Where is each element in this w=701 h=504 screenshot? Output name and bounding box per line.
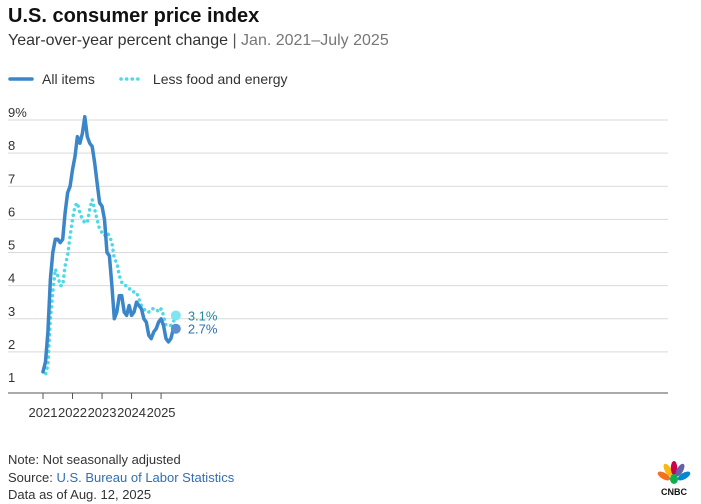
subtitle-main: Year-over-year percent change [8,32,228,49]
y-tick-label: 1 [8,370,15,385]
x-tick-label: 2023 [88,405,117,420]
y-tick-label: 4 [8,271,15,286]
y-tick-label: 7 [8,171,15,186]
cpi-line-chart: 1 2 3 4 5 6 7 8 9% 2021 2022 2023 2024 2025 2.7%3.1% [8,105,668,420]
chart-legend: All items Less food and energy [8,71,312,87]
legend-label-core: Less food and energy [152,71,288,87]
chart-subtitle: Year-over-year percent change | Jan. 202… [8,32,389,50]
x-tick-label: 2022 [58,405,87,420]
y-axis-ticks: 1 2 3 4 5 6 7 8 9% [8,105,27,385]
end-marker-core [170,310,181,321]
chart-title: U.S. consumer price index [8,5,260,27]
y-tick-label: 9% [8,105,27,120]
source-link[interactable]: U.S. Bureau of Labor Statistics [56,470,235,485]
chart-series [41,114,178,377]
subtitle-range: Jan. 2021–July 2025 [241,32,389,49]
y-tick-label: 6 [8,204,15,219]
series-line-core [41,197,178,377]
data-as-of: Data as of Aug. 12, 2025 [8,487,152,502]
source-line: Source: U.S. Bureau of Labor Statistics [8,470,234,485]
x-tick-label: 2024 [117,405,146,420]
x-tick-label: 2025 [147,405,176,420]
legend-swatch-core [119,77,145,81]
end-marker-all-items [170,323,181,334]
end-label-core: 3.1% [188,308,218,323]
x-axis: 2021 2022 2023 2024 2025 [8,392,668,420]
source-prefix: Source: [8,470,53,485]
y-tick-label: 8 [8,138,15,153]
footnote: Note: Not seasonally adjusted [8,452,181,467]
subtitle-separator: | [232,32,237,49]
legend-swatch-all-items [8,77,34,81]
legend-label-all-items: All items [42,71,95,87]
cnbc-logo-text: CNBC [661,487,687,497]
chart-end-markers: 2.7%3.1% [170,308,218,337]
legend-item-all-items: All items [8,71,95,87]
y-tick-label: 5 [8,238,15,253]
peacock-icon: CNBC [657,461,691,497]
y-tick-label: 3 [8,304,15,319]
y-tick-label: 2 [8,337,15,352]
series-line-all-items [41,114,178,374]
cnbc-logo: CNBC [655,460,693,503]
legend-item-core: Less food and energy [119,71,288,87]
end-label-all-items: 2.7% [188,322,218,337]
chart-grid [8,119,668,353]
x-tick-label: 2021 [29,405,58,420]
